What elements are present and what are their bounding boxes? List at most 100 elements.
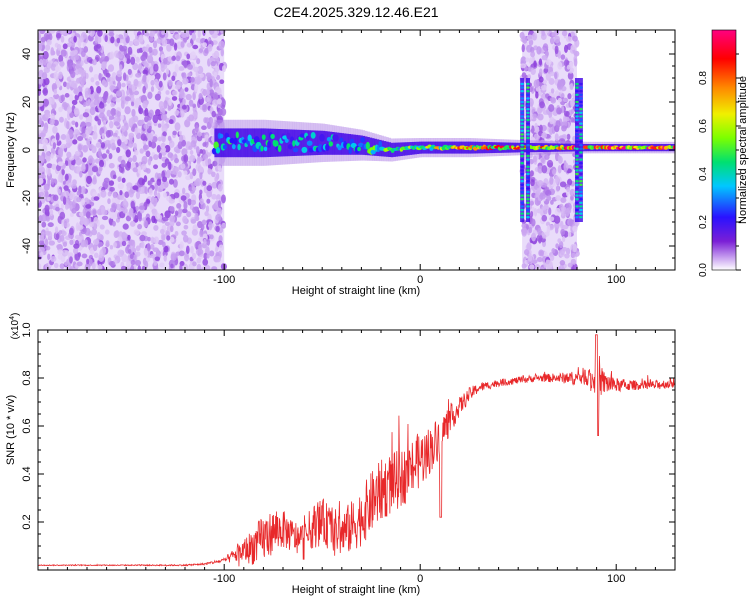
noise-speckle <box>39 235 45 241</box>
noise-speckle <box>569 219 573 227</box>
noise-speckle <box>146 242 151 252</box>
streak-blob <box>579 158 583 161</box>
signal-core <box>327 131 330 155</box>
noise-speckle <box>100 142 106 149</box>
noise-speckle <box>97 30 103 37</box>
spectrogram-marks <box>38 30 675 270</box>
signal-blob <box>370 149 376 155</box>
noise-speckle <box>72 139 78 145</box>
signal-core <box>313 130 316 156</box>
noise-speckle <box>63 218 67 228</box>
noise-speckle <box>98 102 105 109</box>
noise-speckle <box>566 133 571 140</box>
noise-speckle <box>192 168 197 177</box>
streak-blob <box>526 201 530 204</box>
streak-blob <box>520 144 524 147</box>
noise-speckle <box>168 80 172 87</box>
noise-speckle <box>99 112 105 119</box>
noise-speckle <box>560 92 565 99</box>
noise-speckle <box>93 216 99 225</box>
streak-blob <box>520 111 524 115</box>
noise-speckle <box>125 162 131 171</box>
noise-speckle <box>57 161 64 167</box>
noise-speckle <box>195 178 202 187</box>
y-tick-label: 20 <box>21 96 33 108</box>
noise-speckle <box>164 210 171 219</box>
noise-speckle <box>550 88 555 94</box>
noise-speckle <box>40 36 46 43</box>
noise-speckle <box>186 211 192 218</box>
noise-speckle <box>50 256 57 263</box>
noise-speckle <box>41 138 48 146</box>
noise-speckle <box>81 186 86 195</box>
streak-blob <box>526 147 530 150</box>
noise-speckle <box>73 129 80 135</box>
signal-core <box>261 128 264 158</box>
noise-speckle <box>196 263 202 270</box>
noise-speckle <box>554 45 559 55</box>
noise-speckle <box>98 72 102 81</box>
noise-speckle <box>522 35 528 44</box>
noise-speckle <box>147 91 153 100</box>
streak-blob <box>526 183 530 186</box>
noise-speckle <box>121 177 126 183</box>
streak-blob <box>579 212 583 215</box>
noise-speckle <box>133 30 138 36</box>
noise-speckle <box>76 261 83 267</box>
noise-speckle <box>105 130 111 138</box>
noise-speckle <box>106 149 110 155</box>
noise-speckle <box>109 85 115 92</box>
signal-blob <box>233 137 238 145</box>
noise-speckle <box>108 162 115 169</box>
noise-speckle <box>189 150 194 155</box>
noise-speckle <box>38 77 44 85</box>
noise-speckle <box>178 130 183 136</box>
noise-speckle <box>561 134 568 140</box>
noise-speckle <box>177 141 183 150</box>
noise-speckle <box>157 192 161 200</box>
noise-speckle <box>561 125 567 132</box>
noise-speckle <box>63 185 69 191</box>
y-tick-label: -40 <box>21 238 33 254</box>
noise-speckle <box>52 142 57 150</box>
noise-speckle <box>521 223 527 229</box>
signal-core <box>287 129 290 157</box>
noise-speckle <box>150 86 155 92</box>
noise-speckle <box>533 60 537 68</box>
noise-speckle <box>91 262 96 270</box>
noise-speckle <box>148 46 153 53</box>
streak-blob <box>579 154 583 158</box>
noise-speckle <box>536 257 543 263</box>
noise-speckle <box>166 44 172 52</box>
streak-blob <box>520 154 524 158</box>
noise-speckle <box>555 185 560 192</box>
noise-speckle <box>182 37 187 43</box>
streak-blob <box>575 108 579 111</box>
noise-speckle <box>147 180 153 186</box>
noise-speckle <box>70 70 76 78</box>
noise-speckle <box>554 72 558 80</box>
noise-speckle <box>192 261 197 267</box>
streak-blob <box>579 90 583 93</box>
noise-speckle <box>541 205 547 211</box>
signal-core <box>332 132 335 155</box>
noise-speckle <box>540 84 547 91</box>
noise-speckle <box>173 192 180 199</box>
signal-blob <box>212 147 217 155</box>
noise-speckle <box>39 132 46 138</box>
noise-speckle <box>38 183 42 191</box>
noise-speckle <box>110 108 117 116</box>
noise-speckle <box>109 210 115 220</box>
noise-speckle <box>53 262 59 269</box>
streak-blob <box>520 212 524 215</box>
noise-speckle <box>561 30 568 37</box>
noise-speckle <box>110 36 115 44</box>
noise-speckle <box>162 72 167 81</box>
noise-speckle <box>201 125 207 131</box>
noise-speckle <box>143 73 147 83</box>
noise-speckle <box>50 153 54 159</box>
noise-speckle <box>165 90 170 95</box>
noise-speckle <box>190 140 197 148</box>
noise-speckle <box>142 85 147 94</box>
noise-speckle <box>110 102 115 108</box>
